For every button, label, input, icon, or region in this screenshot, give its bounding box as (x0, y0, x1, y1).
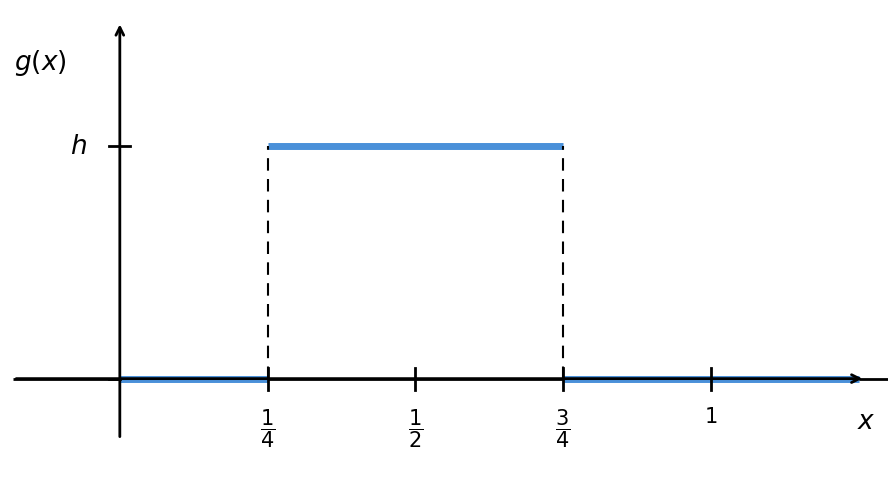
Text: $\dfrac{1}{2}$: $\dfrac{1}{2}$ (408, 407, 423, 450)
Text: $h$: $h$ (70, 134, 87, 159)
Text: $x$: $x$ (857, 409, 876, 434)
Text: $\dfrac{3}{4}$: $\dfrac{3}{4}$ (555, 407, 571, 450)
Text: $g(x)$: $g(x)$ (14, 48, 67, 78)
Text: $1$: $1$ (704, 407, 717, 428)
Text: $\dfrac{1}{4}$: $\dfrac{1}{4}$ (260, 407, 275, 450)
